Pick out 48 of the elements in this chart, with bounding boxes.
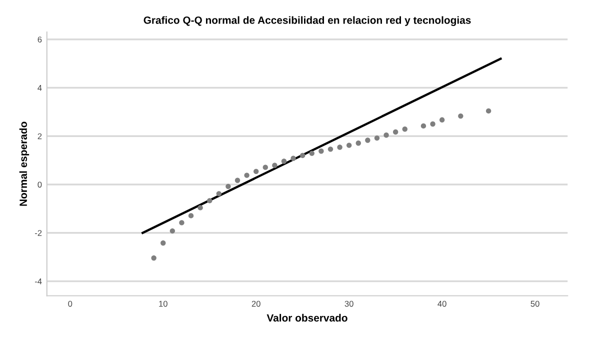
y-tick-label: 2 (38, 133, 42, 140)
point (365, 138, 370, 143)
point (244, 172, 250, 178)
point (198, 205, 203, 210)
point (300, 152, 306, 158)
point (384, 132, 389, 138)
point (402, 126, 408, 132)
x-tick-label: 0 (68, 300, 72, 307)
y-tick-label: -2 (34, 230, 42, 236)
point (226, 184, 231, 190)
point (392, 129, 398, 135)
point (216, 191, 222, 196)
point (439, 117, 445, 123)
y-tick-label: 0 (38, 182, 42, 188)
point (486, 108, 492, 114)
point (356, 140, 361, 146)
point (170, 228, 176, 234)
x-tick-label: 40 (438, 300, 446, 307)
point (318, 148, 324, 154)
point (207, 198, 212, 204)
point (290, 156, 296, 161)
y-tick-label: -4 (34, 278, 42, 284)
x-axis-title: Valor observado (266, 314, 348, 322)
point (281, 158, 287, 164)
point (151, 255, 156, 261)
point (374, 135, 380, 141)
chart-title: Grafico Q-Q normal de Accesibilidad en relacion red y tecnologias (144, 16, 471, 26)
point (272, 162, 278, 168)
point (179, 220, 184, 226)
point (420, 123, 426, 129)
point (458, 113, 464, 119)
point (337, 144, 342, 150)
point (160, 240, 166, 246)
point (254, 168, 259, 174)
x-tick-label: 10 (159, 300, 168, 307)
x-tick-label: 20 (252, 300, 260, 307)
point (309, 150, 314, 156)
point (430, 121, 436, 127)
point (262, 164, 268, 170)
x-tick-label: 30 (344, 300, 354, 307)
y-tick-label: 6 (38, 36, 42, 42)
x-tick-label: 50 (530, 300, 540, 307)
y-tick-label: 4 (38, 85, 42, 91)
point (346, 142, 352, 148)
point (328, 146, 334, 152)
point (234, 178, 240, 183)
y-axis-title: Normal esperado (19, 122, 30, 206)
point (188, 213, 194, 218)
